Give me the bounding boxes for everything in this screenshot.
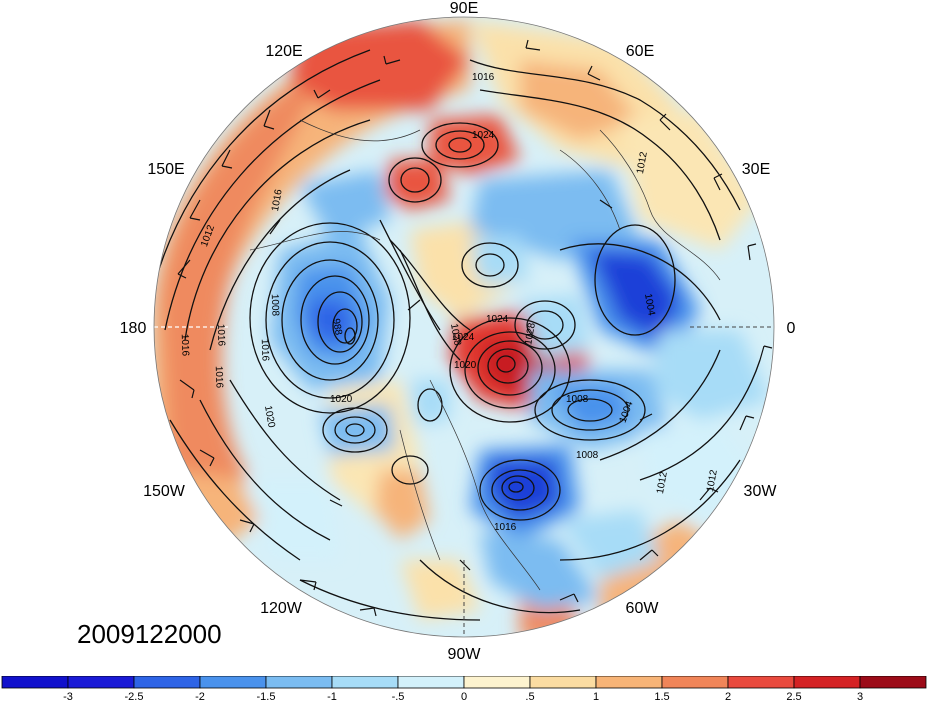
colorbar-swatch [595,676,663,689]
isobar-label: 1020 [330,394,353,405]
colorbar-swatch [793,676,861,689]
colorbar-swatch [1,676,69,689]
lon-label-30w: 30W [744,483,778,500]
colorbar-label: -2.5 [125,691,144,702]
isobar-label: 1024 [472,130,495,141]
isobar-label: 1016 [213,366,225,389]
lon-label-150w: 150W [143,483,186,500]
lon-label-60w: 60W [626,600,660,617]
colorbar-label: 0 [461,691,467,702]
isobar-contours [154,49,761,621]
colorbar-label: 1 [593,691,599,702]
isobar-label: 1024 [452,332,475,343]
longitude-labels: 90E 60E 30E 0 30W 60W 90W 120W 150W 180 … [120,0,796,663]
isobar-label: 1008 [269,294,281,317]
colorbar-swatch [67,676,135,689]
colorbar-swatch [397,676,465,689]
lon-label-30e: 30E [742,161,770,178]
colorbar-swatch [199,676,267,689]
colorbar-label: 3 [857,691,863,702]
isobar-label: 1016 [472,72,495,83]
colorbar-swatch [265,676,333,689]
lon-label-180: 180 [120,320,147,337]
lon-label-60e: 60E [626,43,654,60]
map-border [153,16,775,638]
wind-barbs [177,39,773,617]
polar-stereographic-map: 1016 1024 1016 1012 1016 1008 988 1016 1… [120,0,796,663]
colorbar-swatch [133,676,201,689]
colorbar-label: -1.5 [257,691,276,702]
isobar-label: 1004 [642,293,657,317]
colorbar-swatch [859,676,927,689]
isobar-label: 1016 [270,188,285,212]
isobar-label: 1008 [566,394,589,405]
isobar-label: 1028 [523,322,538,346]
lon-label-90e: 90E [450,0,478,17]
colorbar-label: -3 [63,691,73,702]
lon-label-150e: 150E [147,161,184,178]
colorbar-label: 1.5 [654,691,669,702]
isobar-labels: 1016 1024 1016 1012 1016 1008 988 1016 1… [179,72,720,533]
isobar-label: 1028 [448,323,463,347]
temperature-anomaly-field [154,17,774,637]
lon-label-120e: 120E [265,43,302,60]
isobar-label: 1016 [259,339,271,362]
colorbar-label: -2 [195,691,205,702]
isobar-label: 1016 [215,324,227,347]
colorbar-label: 2.5 [786,691,801,702]
isobar-label: 1012 [635,151,650,175]
colorbar-swatch [727,676,795,689]
colorbar-label: -.5 [392,691,405,702]
colorbar-swatch [529,676,597,689]
colorbar-label: -1 [327,691,337,702]
isobar-label: 1012 [655,471,670,495]
isobar-label: 988 [330,318,344,337]
isobar-label: 1024 [486,314,509,325]
lon-label-120w: 120W [260,600,303,617]
isobar-label: 1020 [262,405,277,429]
colorbar-label: .5 [525,691,534,702]
isobar-label: 1012 [705,469,720,493]
colorbar-label: 2 [725,691,731,702]
isobar-label: 1008 [576,450,599,461]
colorbar-swatch [661,676,729,689]
coastlines [249,119,721,591]
lon-label-0: 0 [787,320,796,337]
isobar-label: 1020 [454,360,477,371]
isobar-label: 1016 [494,522,517,533]
lon-label-90w: 90W [448,646,482,663]
colorbar-swatch [463,676,531,689]
colorbar: -3 -2.5 -2 -1.5 -1 -.5 0 .5 1 1.5 2 2.5 3 [1,676,927,702]
date-timestamp: 2009122000 [77,619,222,649]
isobar-label: 1016 [179,334,191,357]
colorbar-swatch [331,676,399,689]
